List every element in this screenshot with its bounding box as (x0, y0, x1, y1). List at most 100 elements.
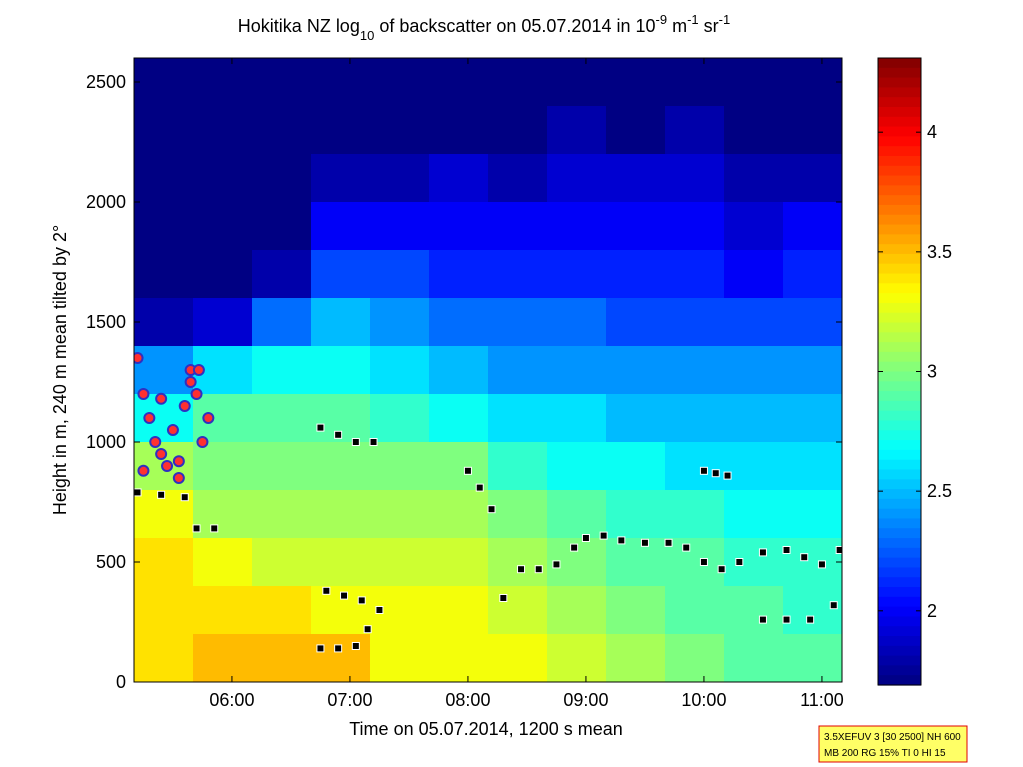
heat-cell (547, 633, 607, 682)
colorbar-step (878, 234, 921, 245)
colorbar-step (878, 518, 921, 529)
colorbar-step (878, 616, 921, 627)
heat-cell (429, 393, 489, 442)
heat-cell (488, 537, 548, 586)
colorbar-step (878, 547, 921, 559)
layer-marker (640, 538, 649, 547)
heat-cell (134, 58, 194, 106)
heat-cell (547, 249, 607, 298)
cloud-marker (143, 412, 156, 424)
heat-cell (193, 249, 253, 298)
layer-marker (699, 558, 708, 566)
heat-cell (252, 537, 312, 586)
heat-cell (193, 489, 253, 538)
heat-cell (134, 585, 194, 634)
layer-marker (487, 505, 496, 514)
colorbar-step (878, 283, 921, 294)
layer-marker (334, 430, 343, 439)
layer-marker (806, 615, 815, 624)
heat-cell (193, 537, 253, 586)
heat-cell (606, 345, 666, 394)
layer-marker (782, 546, 791, 554)
cloud-marker (161, 460, 174, 472)
heat-cell (724, 393, 784, 442)
y-tick-label: 2000 (86, 192, 126, 212)
layer-marker (782, 615, 791, 624)
layer-marker (210, 524, 219, 533)
colorbar-step (878, 97, 921, 108)
heat-cell (488, 345, 548, 394)
cloud-marker (184, 376, 197, 388)
heat-cell (665, 249, 725, 298)
heat-cell (311, 153, 371, 202)
colorbar-step (878, 459, 921, 471)
colorbar-step (878, 508, 921, 520)
cloud-marker (137, 464, 150, 477)
heat-cell (193, 585, 253, 634)
colorbar-step (878, 106, 921, 118)
layer-marker (735, 558, 744, 566)
x-tick-label: 06:00 (209, 690, 254, 710)
cloud-marker (155, 392, 168, 405)
heat-cell (193, 58, 253, 106)
heat-cell (488, 393, 548, 442)
heat-cell (783, 201, 842, 250)
heat-cell (783, 393, 842, 442)
heat-cell (783, 297, 842, 346)
heat-cell (311, 58, 371, 106)
heat-cell (252, 201, 312, 250)
heat-cell (134, 297, 194, 346)
heat-cell (606, 537, 666, 586)
heat-cell (547, 58, 607, 106)
layer-marker (617, 536, 626, 545)
colorbar-step (878, 253, 921, 265)
heat-cell (783, 441, 842, 490)
heat-cell (311, 537, 371, 586)
layer-marker (517, 565, 526, 574)
heat-cell (429, 537, 489, 586)
chart-title: Hokitika NZ log10 of backscatter on 05.0… (238, 12, 730, 43)
colorbar-step (878, 528, 921, 539)
colorbar-tick-label: 3 (927, 362, 937, 382)
heat-cell (606, 393, 666, 442)
colorbar-step (878, 204, 921, 216)
cloud-marker (166, 424, 179, 436)
colorbar-step (878, 400, 921, 412)
heat-cell (724, 633, 784, 682)
colorbar-step (878, 126, 921, 137)
heat-cell (429, 633, 489, 682)
heat-cell (429, 585, 489, 634)
layer-marker (475, 483, 484, 492)
colorbar-step (878, 155, 921, 167)
title-part: of backscatter on 05.07.2014 in 10 (374, 16, 655, 36)
heat-cell (724, 489, 784, 538)
cloud-marker (149, 436, 162, 448)
heat-cell (665, 489, 725, 538)
heat-cell (370, 633, 430, 682)
heat-cell (193, 105, 253, 154)
heat-cell (370, 201, 430, 250)
colorbar-step (878, 293, 921, 304)
colorbar-step (878, 626, 921, 637)
title-part: m (667, 16, 687, 36)
heat-cell (429, 105, 489, 154)
colorbar-step (878, 577, 921, 588)
plot-frame (133, 57, 843, 683)
title-sub: 10 (360, 28, 374, 43)
heat-cell (311, 249, 371, 298)
colorbar-step (878, 146, 921, 157)
layer-marker (835, 546, 842, 554)
heat-cell (429, 201, 489, 250)
heat-cell (606, 489, 666, 538)
heat-cell (134, 249, 194, 298)
colorbar-step (878, 244, 921, 255)
colorbar-step (878, 67, 921, 79)
heat-cell (547, 441, 607, 490)
heat-cell (724, 58, 784, 106)
heat-cell (783, 58, 842, 106)
layer-marker (581, 534, 590, 542)
layer-marker (682, 543, 691, 552)
heat-cell (193, 441, 253, 490)
heat-cell (252, 105, 312, 154)
